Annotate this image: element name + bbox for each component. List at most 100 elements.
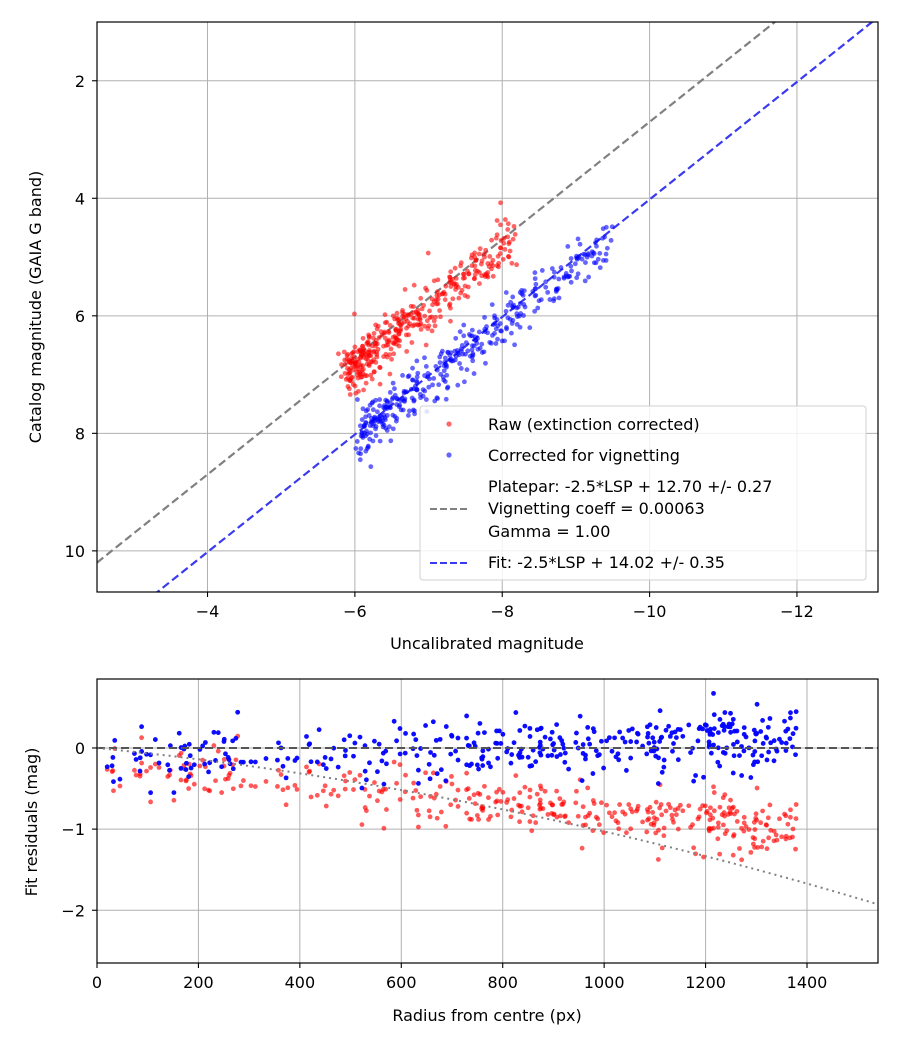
corrected-residual-point <box>628 739 634 744</box>
corrected-residual-point <box>579 778 585 783</box>
raw-point <box>435 296 441 302</box>
corrected-point <box>388 405 393 411</box>
corrected-residual-point <box>186 774 192 780</box>
legend: Raw (extinction corrected) Corrected for… <box>419 405 867 581</box>
raw-residual-point <box>557 796 563 802</box>
corrected-point <box>453 335 459 341</box>
corrected-residual-point <box>593 748 599 754</box>
raw-residual-point <box>732 811 737 817</box>
raw-residual-point <box>415 812 421 818</box>
corrected-point <box>558 265 564 270</box>
corrected-residual-point <box>783 728 789 734</box>
corrected-point <box>470 358 476 364</box>
corrected-point <box>382 406 388 412</box>
top-y-tick-label: 2 <box>75 72 85 91</box>
corrected-point <box>406 408 412 414</box>
raw-point <box>456 295 462 301</box>
corrected-residual-point <box>275 757 280 763</box>
raw-residual-point <box>538 786 544 792</box>
raw-residual-point <box>455 787 461 793</box>
raw-point <box>443 283 449 289</box>
corrected-residual-point <box>562 759 568 765</box>
legend-label-platepar-line2: Vignetting coeff = 0.00063 <box>488 499 705 518</box>
raw-residual-point <box>766 835 772 841</box>
raw-residual-point <box>728 797 733 803</box>
bottom-x-axis-label: Radius from centre (px) <box>392 1006 581 1025</box>
corrected-point <box>363 448 369 454</box>
corrected-residual-point <box>530 747 536 753</box>
raw-residual-point <box>764 846 770 852</box>
raw-point <box>411 282 417 288</box>
corrected-residual-point <box>659 769 665 775</box>
corrected-residual-point <box>223 751 228 757</box>
bottom-x-tick-label: 1400 <box>787 973 828 992</box>
corrected-residual-point <box>624 768 629 773</box>
corrected-residual-point <box>731 753 737 759</box>
raw-residual-point <box>505 797 511 802</box>
corrected-point <box>532 276 538 282</box>
corrected-point <box>514 305 520 311</box>
raw-point <box>498 200 503 206</box>
corrected-point <box>604 245 610 251</box>
top-x-tick-label: −10 <box>633 602 667 621</box>
raw-residual-point <box>278 772 284 777</box>
raw-residual-point <box>720 822 726 828</box>
bottom-x-ticks: 0 200 400 600 800 1000 1200 1400 <box>92 963 827 992</box>
raw-point <box>494 218 500 223</box>
corrected-point <box>445 384 451 390</box>
raw-residual-point <box>566 820 571 826</box>
corrected-point <box>602 234 608 240</box>
corrected-residual-point <box>601 765 607 771</box>
corrected-point <box>365 407 371 412</box>
corrected-residual-point <box>341 737 347 743</box>
corrected-residual-point <box>306 742 312 748</box>
raw-residual-point <box>711 790 717 795</box>
corrected-point <box>447 357 453 363</box>
corrected-residual-point <box>238 759 244 765</box>
raw-residual-point <box>645 817 650 823</box>
corrected-residual-point <box>367 760 372 766</box>
raw-residual-point <box>171 797 177 803</box>
raw-residual-point <box>314 792 320 798</box>
raw-residual-point <box>464 810 470 816</box>
raw-point <box>351 355 357 360</box>
corrected-point <box>414 387 419 393</box>
raw-point <box>363 380 369 386</box>
corrected-residual-point <box>537 742 543 748</box>
corrected-residual-point <box>748 775 754 780</box>
bottom-y-axis-label: Fit residuals (mag) <box>22 748 41 897</box>
raw-point <box>411 315 417 321</box>
raw-residual-point <box>186 786 192 791</box>
corrected-residual-point <box>184 760 189 766</box>
legend-label-raw: Raw (extinction corrected) <box>488 415 700 434</box>
raw-point <box>473 257 479 263</box>
raw-point <box>360 335 366 341</box>
raw-point <box>415 316 421 322</box>
corrected-residual-point <box>320 762 326 768</box>
corrected-residual-point <box>449 732 454 738</box>
raw-point <box>341 349 347 355</box>
raw-residual-point <box>575 813 581 819</box>
raw-residual-point <box>449 781 455 787</box>
bottom-chart: 0 200 400 600 800 1000 1200 1400 0 −1 −2 Radius f… <box>22 678 879 1025</box>
corrected-residual-point <box>414 753 420 758</box>
raw-residual-point <box>148 799 154 805</box>
corrected-point <box>358 446 364 452</box>
corrected-point <box>582 278 588 284</box>
corrected-point <box>543 279 549 285</box>
raw-point <box>352 344 358 350</box>
corrected-residual-point <box>394 738 399 744</box>
corrected-residual-point <box>423 723 428 728</box>
corrected-residual-point <box>335 764 341 770</box>
raw-residual-point <box>790 826 796 832</box>
corrected-residual-point <box>741 725 747 730</box>
corrected-point <box>519 291 525 297</box>
raw-residual-point <box>413 788 419 793</box>
corrected-point <box>384 428 390 433</box>
raw-residual-point <box>132 767 137 773</box>
corrected-residual-point <box>695 738 701 744</box>
raw-residual-point <box>410 795 416 801</box>
raw-residual-point <box>659 812 665 818</box>
corrected-point <box>401 390 407 396</box>
raw-residual-point <box>645 809 651 815</box>
